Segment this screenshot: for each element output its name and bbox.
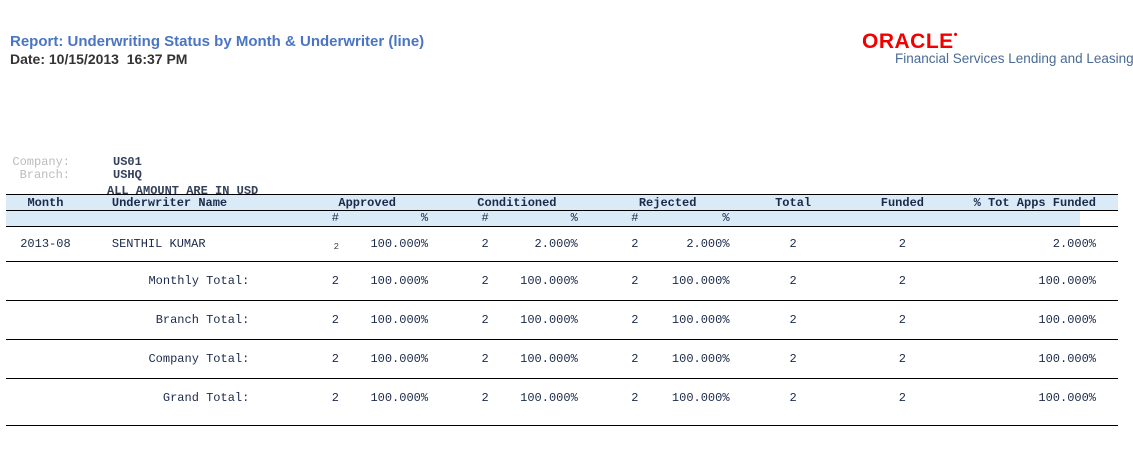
svg-text:Financial Services Lending and: Financial Services Lending and Leasing	[895, 51, 1133, 66]
svg-text:ORACLE•: ORACLE•	[862, 29, 958, 53]
